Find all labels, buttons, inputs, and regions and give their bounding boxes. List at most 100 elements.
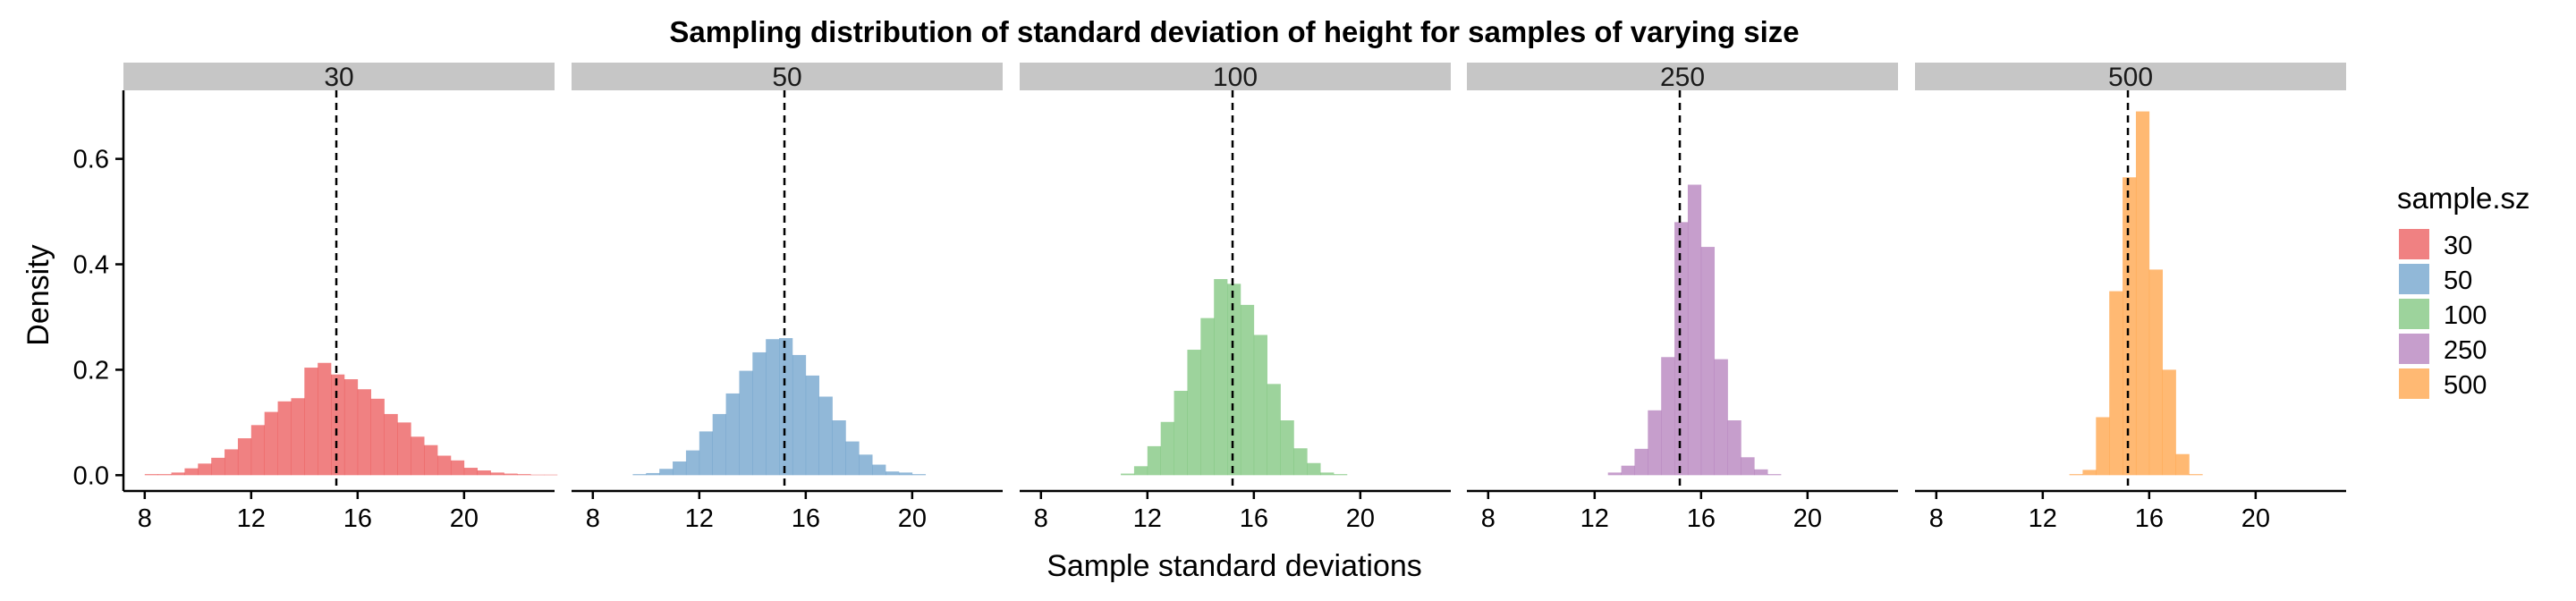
legend-key xyxy=(2399,334,2429,364)
legend-label: 50 xyxy=(2444,267,2472,295)
histogram-bar xyxy=(463,468,479,476)
facet-strip-label: 250 xyxy=(1660,63,1705,92)
histogram-bars xyxy=(632,338,927,476)
histogram-bar xyxy=(1607,472,1622,476)
histogram-bar xyxy=(397,422,411,476)
x-tick-label: 12 xyxy=(685,504,714,533)
histogram-bar xyxy=(818,396,833,476)
x-tick-label: 8 xyxy=(586,504,600,533)
x-tick-label: 8 xyxy=(1034,504,1048,533)
histogram-bar xyxy=(264,411,278,476)
histogram-bar xyxy=(437,455,452,476)
histogram-bar xyxy=(1200,317,1215,476)
x-tick-label: 20 xyxy=(450,504,479,533)
x-tick-label: 12 xyxy=(1133,504,1162,533)
y-tick-label: 0.2 xyxy=(73,356,109,385)
histogram-bar xyxy=(291,398,305,476)
facet-panel-250: 250 8 12 16 20 xyxy=(1467,63,1898,533)
histogram-bar xyxy=(1293,448,1308,476)
histogram-bar xyxy=(1727,420,1741,476)
x-tick-label: 8 xyxy=(138,504,152,533)
histogram-bar xyxy=(343,379,359,476)
facet-strip-label: 500 xyxy=(2108,63,2153,92)
y-axis-label: Density xyxy=(21,244,55,345)
x-tick-label: 12 xyxy=(237,504,266,533)
histogram-bar xyxy=(2096,417,2110,476)
histogram-bar xyxy=(1253,334,1268,476)
histogram-bar xyxy=(171,472,185,476)
histogram-bar xyxy=(1187,350,1201,476)
histogram-bar xyxy=(659,469,674,476)
histogram-bar xyxy=(1674,222,1689,476)
histogram-bar xyxy=(2189,474,2203,476)
legend-item: 50 xyxy=(2399,264,2472,295)
x-axis-label: Sample standard deviations xyxy=(1046,549,1422,583)
chart-title: Sampling distribution of standard deviat… xyxy=(669,15,1799,48)
histogram-bar xyxy=(544,474,558,476)
x-tick-label: 8 xyxy=(1481,504,1496,533)
legend-item: 250 xyxy=(2399,334,2487,365)
histogram-bar xyxy=(477,470,491,476)
histogram-bar xyxy=(1121,473,1135,476)
histogram-bar xyxy=(859,454,873,476)
legend-title: sample.sz xyxy=(2397,182,2530,215)
facet-strip-label: 50 xyxy=(772,63,801,92)
legend-label: 30 xyxy=(2444,232,2472,260)
histogram-bar xyxy=(2082,470,2097,476)
histogram-bar xyxy=(872,464,886,476)
histogram-bar xyxy=(530,474,545,476)
histogram-bar xyxy=(632,474,647,476)
x-tick-label: 20 xyxy=(2241,504,2270,533)
histogram-bar xyxy=(357,389,372,476)
histogram-bar xyxy=(1334,474,1348,476)
histogram-bar xyxy=(779,338,793,476)
histogram-bar xyxy=(911,474,927,476)
histogram-bar xyxy=(1240,304,1255,476)
histogram-bars xyxy=(1121,279,1348,476)
histogram-bar xyxy=(646,472,660,476)
legend-key xyxy=(2399,299,2429,329)
histogram-bar xyxy=(517,474,531,476)
legend-items: 30 50 100 250 500 xyxy=(2399,229,2487,400)
histogram-bar xyxy=(712,413,726,476)
legend-label: 250 xyxy=(2444,336,2487,365)
histogram-bar xyxy=(766,339,780,476)
histogram-bar xyxy=(504,473,518,476)
histogram-bar xyxy=(184,468,199,476)
facet-strip xyxy=(1915,63,2346,90)
histogram-bar xyxy=(1754,469,1768,476)
histogram-bar xyxy=(752,351,767,476)
histogram-bar xyxy=(1214,279,1228,476)
x-tick-label: 12 xyxy=(1580,504,1609,533)
histogram-bar xyxy=(1227,284,1241,476)
histogram-bar xyxy=(304,368,318,476)
histogram-bar xyxy=(211,457,225,476)
histogram-bar xyxy=(370,398,385,476)
legend-label: 500 xyxy=(2444,371,2487,400)
histogram-bar xyxy=(1147,445,1161,476)
histogram-bar xyxy=(1741,457,1755,476)
histogram-bar xyxy=(2123,177,2137,476)
histogram-bar xyxy=(2135,111,2150,476)
facet-panel-500: 500 8 12 16 20 xyxy=(1915,63,2346,533)
legend-item: 500 xyxy=(2399,368,2487,400)
histogram-bar xyxy=(898,472,913,476)
histogram-bar xyxy=(792,354,807,476)
histogram-bar xyxy=(1700,247,1716,476)
histogram-bar xyxy=(1280,420,1294,476)
histogram-bar xyxy=(225,449,239,476)
legend-key xyxy=(2399,264,2429,294)
legend-item: 100 xyxy=(2399,299,2487,330)
histogram-bar xyxy=(1160,421,1174,476)
histogram-bars xyxy=(1607,184,1782,476)
histogram-bars xyxy=(144,362,558,476)
histogram-bar xyxy=(1661,357,1675,476)
histogram-bar xyxy=(1307,462,1321,476)
histogram-bar xyxy=(237,438,252,476)
histogram-bar xyxy=(673,461,687,476)
histogram-bar xyxy=(318,362,332,476)
x-tick-label: 20 xyxy=(1793,504,1822,533)
facet-strip-label: 30 xyxy=(324,63,353,92)
legend-label: 100 xyxy=(2444,301,2487,330)
x-tick-label: 16 xyxy=(343,504,372,533)
